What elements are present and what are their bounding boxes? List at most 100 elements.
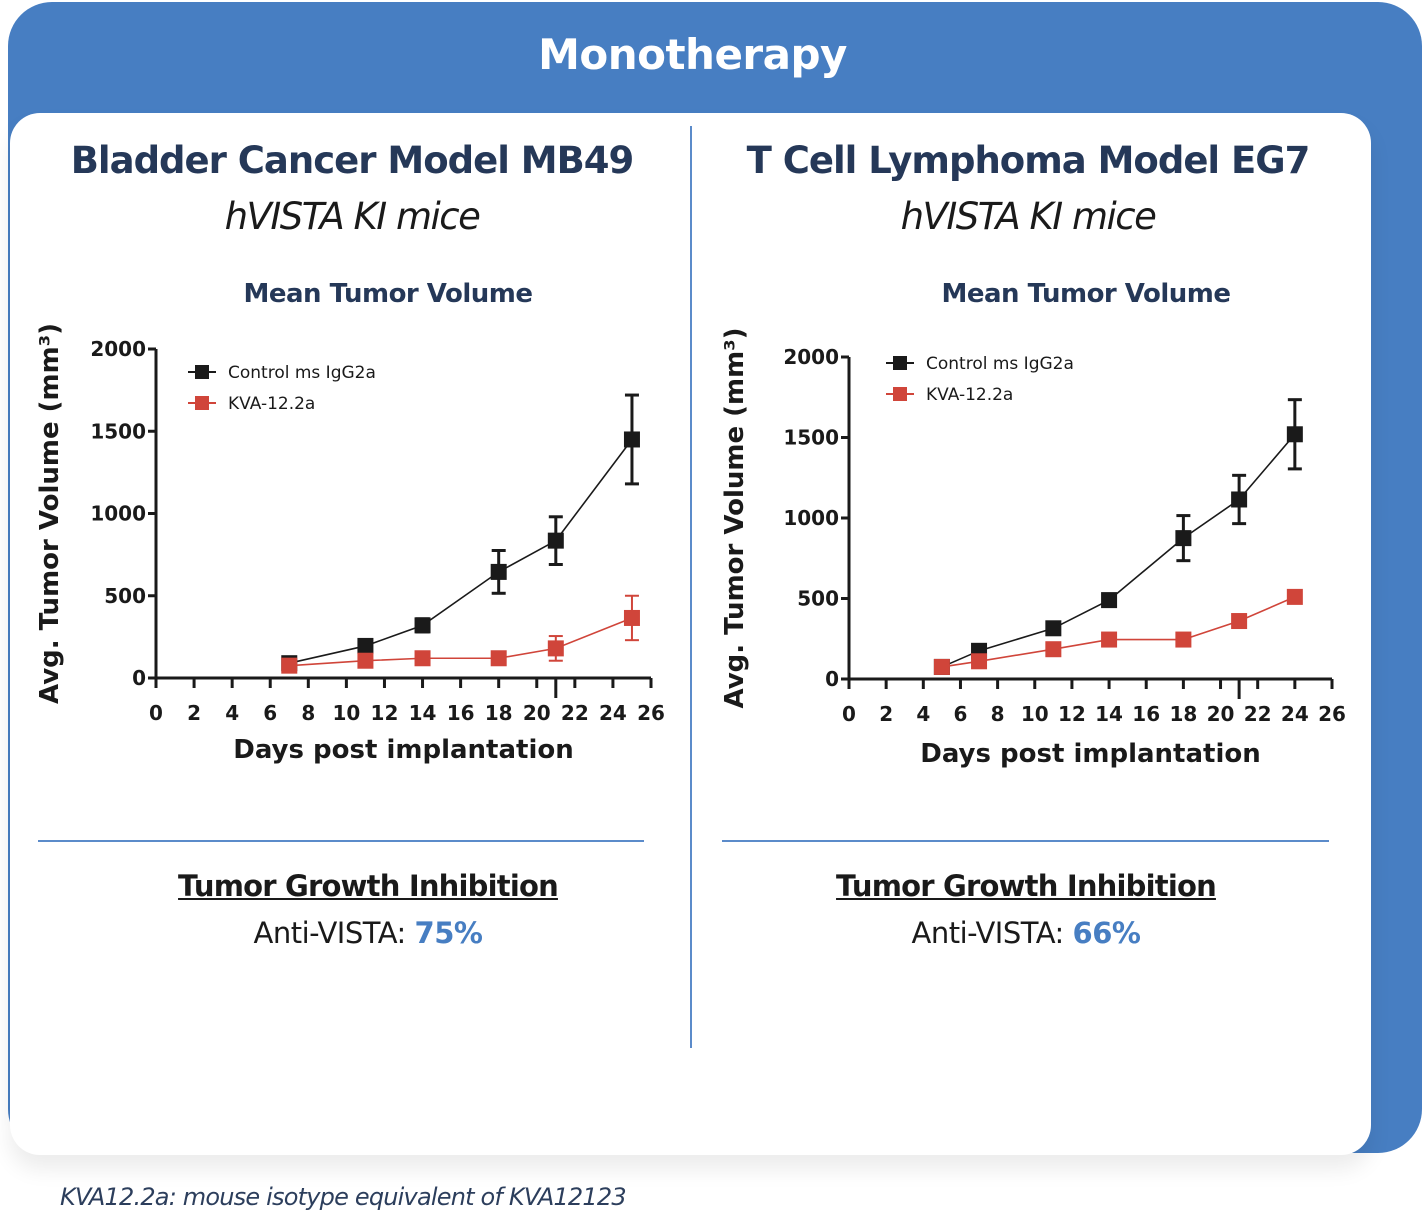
- x-tick-label: 18: [485, 701, 513, 725]
- x-axis-label: Days post implantation: [920, 739, 1261, 769]
- x-tick-label: 2: [187, 701, 201, 725]
- data-point: [547, 532, 564, 549]
- card-title: Monotherapy: [538, 30, 847, 79]
- data-point: [1045, 641, 1062, 658]
- y-tick-label: 1000: [783, 506, 839, 530]
- chart-title-eg7: Mean Tumor Volume: [941, 279, 1231, 309]
- x-tick-label: 2: [879, 702, 893, 726]
- x-tick-label: 20: [523, 701, 551, 725]
- x-tick-label: 6: [263, 701, 277, 725]
- x-tick-label: 8: [301, 701, 315, 725]
- data-point: [547, 640, 564, 657]
- legend-marker: [893, 387, 907, 401]
- data-point: [357, 652, 374, 669]
- y-tick-label: 1500: [90, 419, 146, 443]
- data-point: [414, 617, 431, 634]
- x-axis-label: Days post implantation: [233, 735, 574, 765]
- data-point: [1286, 426, 1303, 443]
- y-tick-label: 1500: [783, 426, 839, 450]
- data-point: [623, 609, 640, 626]
- chart-title-mb49: Mean Tumor Volume: [243, 279, 533, 309]
- x-tick-label: 22: [561, 701, 589, 725]
- x-tick-label: 16: [447, 701, 475, 725]
- tgi-value: 75%: [414, 916, 483, 950]
- series-line: [941, 596, 1296, 668]
- y-axis-label: Avg. Tumor Volume (mm³): [35, 323, 65, 704]
- series-line: [941, 433, 1296, 668]
- series-control: [933, 398, 1303, 675]
- y-tick-label: 2000: [90, 337, 146, 361]
- x-tick-label: 16: [1132, 702, 1160, 726]
- data-point: [414, 650, 431, 667]
- x-tick-label: 26: [637, 701, 665, 725]
- column-divider: [690, 126, 692, 1048]
- x-tick-label: 0: [842, 702, 856, 726]
- x-tick-label: 8: [991, 702, 1005, 726]
- model-subtitle-mb49: hVISTA KI mice: [224, 195, 481, 238]
- section-divider-right: [722, 840, 1329, 842]
- data-point: [1286, 588, 1303, 605]
- model-subtitle-eg7: hVISTA KI mice: [900, 195, 1157, 238]
- y-tick-label: 1000: [90, 502, 146, 526]
- x-tick-label: 24: [599, 701, 627, 725]
- legend-label: Control ms IgG2a: [228, 363, 376, 383]
- x-tick-label: 4: [916, 702, 930, 726]
- series-treatment: [933, 588, 1303, 675]
- y-tick-label: 0: [825, 667, 839, 691]
- data-point: [623, 431, 640, 448]
- model-title-mb49: Bladder Cancer Model MB49: [70, 139, 635, 182]
- data-point: [933, 658, 950, 675]
- tgi-label: Anti-VISTA:: [253, 916, 415, 950]
- y-tick-label: 2000: [783, 345, 839, 369]
- data-point: [357, 637, 374, 654]
- x-tick-label: 20: [1207, 702, 1235, 726]
- x-tick-label: 10: [332, 701, 360, 725]
- x-tick-label: 18: [1169, 702, 1197, 726]
- x-tick-label: 4: [225, 701, 239, 725]
- tgi-label: Anti-VISTA:: [911, 916, 1073, 950]
- series-line: [289, 438, 633, 664]
- tgi-title-mb49: Tumor Growth Inhibition: [178, 869, 559, 903]
- x-tick-label: 26: [1318, 702, 1346, 726]
- legend-marker: [195, 365, 209, 379]
- data-point: [1175, 631, 1192, 648]
- tgi-result-mb49: Anti-VISTA: 75%: [28, 916, 708, 950]
- x-tick-label: 14: [1095, 702, 1123, 726]
- series-treatment: [281, 594, 640, 674]
- model-title-eg7: T Cell Lymphoma Model EG7: [746, 139, 1311, 182]
- x-tick-label: 12: [1058, 702, 1086, 726]
- data-point: [1175, 530, 1192, 547]
- x-tick-label: 14: [409, 701, 437, 725]
- tgi-value: 66%: [1072, 916, 1141, 950]
- data-point: [281, 657, 298, 674]
- footnote: KVA12.2a: mouse isotype equivalent of KV…: [60, 1183, 627, 1211]
- x-tick-label: 24: [1281, 702, 1309, 726]
- legend-marker: [893, 356, 907, 370]
- legend-label: KVA-12.2a: [228, 394, 315, 414]
- x-tick-label: 6: [954, 702, 968, 726]
- y-tick-label: 500: [104, 584, 146, 608]
- x-tick-label: 10: [1021, 702, 1049, 726]
- data-point: [490, 563, 507, 580]
- legend-label: Control ms IgG2a: [926, 354, 1074, 374]
- tgi-result-eg7: Anti-VISTA: 66%: [686, 916, 1366, 950]
- y-axis-label: Avg. Tumor Volume (mm³): [720, 328, 750, 709]
- tgi-title-eg7: Tumor Growth Inhibition: [836, 869, 1217, 903]
- x-tick-label: 22: [1244, 702, 1272, 726]
- y-tick-label: 0: [132, 666, 146, 690]
- legend-marker: [195, 396, 209, 410]
- section-divider-left: [38, 840, 644, 842]
- data-point: [490, 650, 507, 667]
- data-point: [1045, 620, 1062, 637]
- data-point: [1231, 613, 1248, 630]
- y-tick-label: 500: [797, 587, 839, 611]
- data-point: [971, 653, 988, 670]
- x-tick-label: 0: [149, 701, 163, 725]
- series-line: [289, 617, 633, 667]
- legend-label: KVA-12.2a: [926, 385, 1013, 405]
- x-tick-label: 12: [371, 701, 399, 725]
- data-point: [1101, 592, 1118, 609]
- data-point: [1231, 491, 1248, 508]
